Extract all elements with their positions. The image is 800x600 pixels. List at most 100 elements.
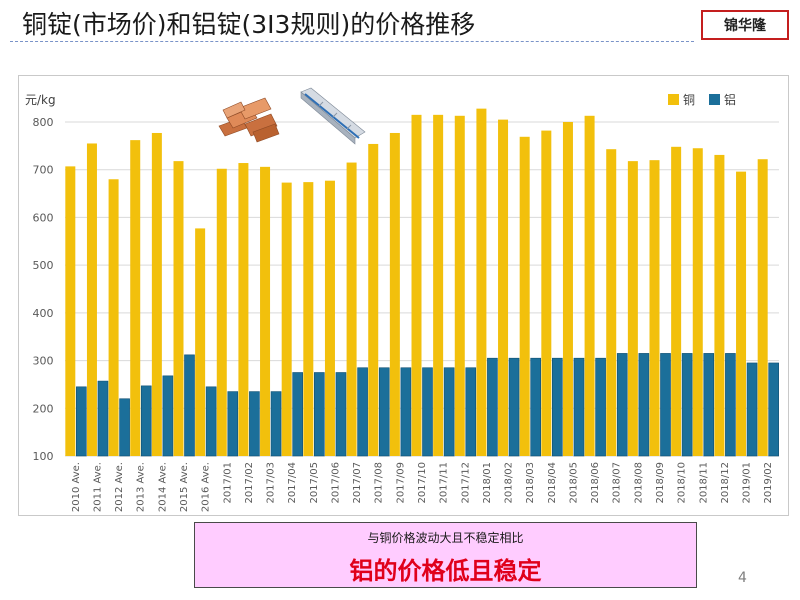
x-tick-label: 2018/11 xyxy=(698,462,709,504)
bar-copper xyxy=(649,160,660,456)
bar-aluminum xyxy=(552,357,563,457)
brand-badge: 锦华隆 xyxy=(701,10,789,40)
conclusion-callout: 与铜价格波动大且不稳定相比 铝的价格低且稳定 xyxy=(194,522,697,588)
bar-copper xyxy=(195,228,206,456)
bar-aluminum xyxy=(249,391,260,457)
bar-copper xyxy=(714,154,725,456)
bar-copper xyxy=(324,180,335,456)
bar-aluminum xyxy=(205,386,217,457)
x-tick-label: 2011 Ave. xyxy=(92,462,103,512)
x-tick-label: 2017/01 xyxy=(222,462,233,504)
bar-copper xyxy=(303,182,314,456)
bar-aluminum xyxy=(725,353,736,457)
x-tick-label: 2018/07 xyxy=(612,462,623,504)
bar-copper xyxy=(584,115,595,456)
bar-copper xyxy=(498,119,509,456)
bar-copper xyxy=(411,114,422,456)
bar-aluminum xyxy=(422,367,433,457)
bar-copper xyxy=(757,159,768,456)
bar-copper xyxy=(389,132,400,456)
bar-aluminum xyxy=(703,353,715,457)
bar-copper xyxy=(65,166,76,457)
bar-copper xyxy=(86,143,97,456)
bar-aluminum xyxy=(595,357,606,457)
bar-aluminum xyxy=(314,372,325,457)
bar-aluminum xyxy=(487,357,498,457)
y-tick-label: 500 xyxy=(33,259,54,272)
chart-panel: 100 200 300 400 500 600 700 800 元/kg 2010 Ave. 2… xyxy=(18,75,789,516)
bar-aluminum xyxy=(227,391,239,457)
bar-copper xyxy=(173,161,184,456)
bar-aluminum xyxy=(378,367,390,457)
bar-copper xyxy=(151,132,162,456)
bar-copper xyxy=(216,168,227,456)
x-tick-label: 2012 Ave. xyxy=(114,462,125,512)
x-tick-label: 2017/07 xyxy=(352,462,363,504)
x-tick-label: 2018/05 xyxy=(568,462,579,504)
bar-aluminum xyxy=(357,367,368,457)
bar-copper xyxy=(736,171,747,456)
bar-aluminum xyxy=(465,367,477,457)
bar-copper xyxy=(606,149,617,456)
bar-aluminum xyxy=(76,386,87,457)
bar-copper xyxy=(519,136,530,456)
x-tick-label: 2018/09 xyxy=(655,462,666,504)
x-tick-label: 2019/02 xyxy=(763,462,774,504)
bar-aluminum xyxy=(638,353,650,457)
bar-aluminum xyxy=(335,372,347,457)
x-tick-label: 2018/12 xyxy=(720,462,731,504)
page-number: 4 xyxy=(738,570,747,586)
bars xyxy=(65,108,779,457)
bar-aluminum xyxy=(681,353,693,457)
title-divider xyxy=(10,41,694,42)
x-tick-label: 2017/04 xyxy=(287,462,298,504)
y-tick-label: 100 xyxy=(33,450,54,463)
y-tick-label: 800 xyxy=(33,116,54,129)
y-axis-ticks: 100 200 300 400 500 600 700 800 xyxy=(33,116,54,463)
bar-aluminum xyxy=(184,354,195,457)
bar-copper xyxy=(454,115,465,456)
gridlines xyxy=(65,121,779,457)
x-tick-label: 2013 Ave. xyxy=(136,462,147,512)
legend-label-aluminum: 铝 xyxy=(724,92,736,107)
bar-aluminum xyxy=(508,357,520,457)
x-tick-label: 2018/01 xyxy=(482,462,493,504)
bar-copper xyxy=(541,130,552,456)
bar-aluminum xyxy=(400,367,412,457)
x-tick-label: 2017/02 xyxy=(244,462,255,504)
slide-title: 铜锭(市场价)和铝锭(3I3规则)的价格推移 xyxy=(22,10,476,39)
callout-headline: 铝的价格低且稳定 xyxy=(349,557,542,585)
x-tick-label: 2018/02 xyxy=(504,462,515,504)
bar-aluminum xyxy=(443,367,455,457)
bar-copper xyxy=(692,148,703,456)
x-tick-label: 2017/10 xyxy=(417,462,428,504)
y-tick-label: 400 xyxy=(33,307,54,320)
y-tick-label: 700 xyxy=(33,164,54,177)
x-tick-label: 2017/11 xyxy=(439,462,450,504)
x-tick-label: 2010 Ave. xyxy=(71,462,82,512)
bar-aluminum xyxy=(573,357,585,457)
bar-copper xyxy=(476,108,487,456)
bar-aluminum xyxy=(292,372,303,457)
bar-copper xyxy=(671,146,682,456)
bar-copper xyxy=(562,122,573,456)
x-tick-label: 2019/01 xyxy=(742,462,753,504)
bar-copper xyxy=(281,182,292,456)
x-tick-label: 2017/12 xyxy=(460,462,471,504)
x-tick-label: 2015 Ave. xyxy=(179,462,190,512)
bar-aluminum xyxy=(660,353,671,457)
y-tick-label: 200 xyxy=(33,402,54,415)
legend-swatch-aluminum xyxy=(709,94,720,105)
bar-aluminum xyxy=(768,362,779,457)
bar-copper xyxy=(346,162,357,457)
bar-copper xyxy=(627,161,638,456)
y-tick-label: 300 xyxy=(33,355,54,368)
bar-aluminum xyxy=(162,375,174,457)
x-tick-label: 2017/09 xyxy=(395,462,406,504)
x-tick-label: 2017/06 xyxy=(330,462,341,504)
x-tick-label: 2017/08 xyxy=(374,462,385,504)
x-tick-label: 2014 Ave. xyxy=(157,462,168,512)
legend: 铜 铝 xyxy=(668,92,736,107)
bar-aluminum xyxy=(270,391,282,457)
